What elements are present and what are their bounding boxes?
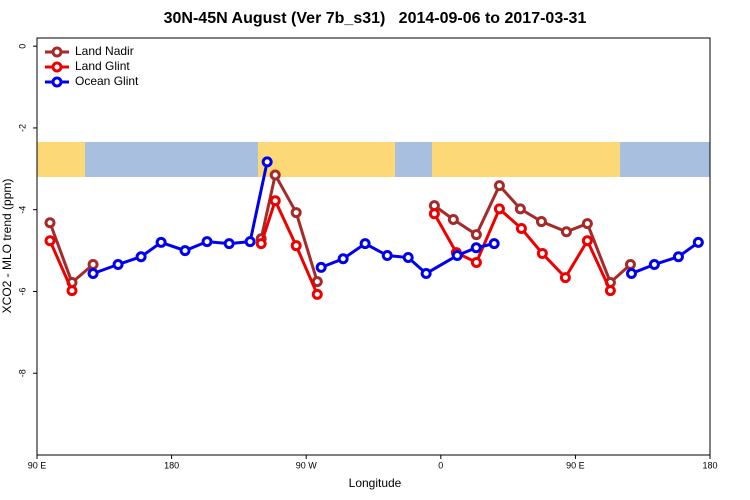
- point: [420, 267, 432, 279]
- point: [648, 258, 660, 270]
- series-line: [48, 196, 612, 295]
- point: [560, 226, 572, 238]
- legend-label: Land Nadir: [75, 44, 134, 58]
- y-tick-label: -6: [17, 287, 27, 295]
- point: [559, 272, 571, 284]
- point: [87, 267, 99, 279]
- point: [493, 203, 505, 215]
- point: [514, 203, 526, 215]
- y-tick-label: -2: [17, 124, 27, 132]
- point: [381, 249, 393, 261]
- y-axis-label: XCO2 - MLO trend (ppm): [0, 179, 14, 314]
- point: [290, 240, 302, 252]
- point: [255, 238, 267, 250]
- legend-marker: [51, 76, 63, 88]
- point: [581, 235, 593, 247]
- point: [155, 236, 167, 248]
- point: [290, 207, 302, 219]
- point: [624, 258, 636, 270]
- point: [493, 180, 505, 192]
- point: [536, 247, 548, 259]
- map-land: [37, 142, 85, 177]
- map-strip: [37, 142, 710, 177]
- point: [470, 256, 482, 268]
- x-tick-label: 90 W: [296, 460, 318, 470]
- legend-marker: [51, 46, 63, 58]
- point: [451, 249, 463, 261]
- point: [44, 235, 56, 247]
- legend-label: Land Glint: [75, 59, 130, 73]
- point: [269, 195, 281, 207]
- series-line: [92, 161, 700, 276]
- y-tick-label: -8: [17, 369, 27, 377]
- point: [135, 251, 147, 263]
- point: [244, 236, 256, 248]
- legend-label: Ocean Glint: [75, 74, 139, 88]
- chart-title: 30N-45N August (Ver 7b_s31) 2014-09-06 t…: [164, 10, 587, 27]
- point: [179, 245, 191, 257]
- point: [581, 218, 593, 230]
- x-axis-label: Longitude: [349, 476, 402, 490]
- series-line: [48, 170, 632, 286]
- point: [535, 216, 547, 228]
- point: [112, 258, 124, 270]
- map-land: [258, 142, 395, 177]
- y-tick-label: 0: [17, 44, 27, 49]
- point: [447, 214, 459, 226]
- x-tick-label: 180: [164, 460, 179, 470]
- point: [604, 285, 616, 297]
- x-tick-label: 90 E: [566, 460, 585, 470]
- point: [515, 223, 527, 235]
- point: [44, 217, 56, 229]
- x-tick-label: 180: [702, 460, 717, 470]
- x-tick-label: 0: [438, 460, 443, 470]
- point: [269, 169, 281, 181]
- point: [315, 261, 327, 273]
- point: [66, 285, 78, 297]
- point: [672, 251, 684, 263]
- point: [428, 208, 440, 220]
- point: [470, 242, 482, 254]
- point: [201, 236, 213, 248]
- point: [402, 252, 414, 264]
- plot-frame: [36, 37, 711, 456]
- map-land: [432, 142, 620, 177]
- point: [261, 156, 273, 168]
- legend-marker: [51, 61, 63, 73]
- x-tick-label: 90 E: [28, 460, 47, 470]
- point: [337, 253, 349, 265]
- point: [692, 236, 704, 248]
- y-tick-label: -4: [17, 206, 27, 214]
- point: [87, 258, 99, 270]
- point: [488, 238, 500, 250]
- point: [625, 267, 637, 279]
- point: [470, 229, 482, 241]
- point: [359, 238, 371, 250]
- point: [311, 288, 323, 300]
- point: [223, 238, 235, 250]
